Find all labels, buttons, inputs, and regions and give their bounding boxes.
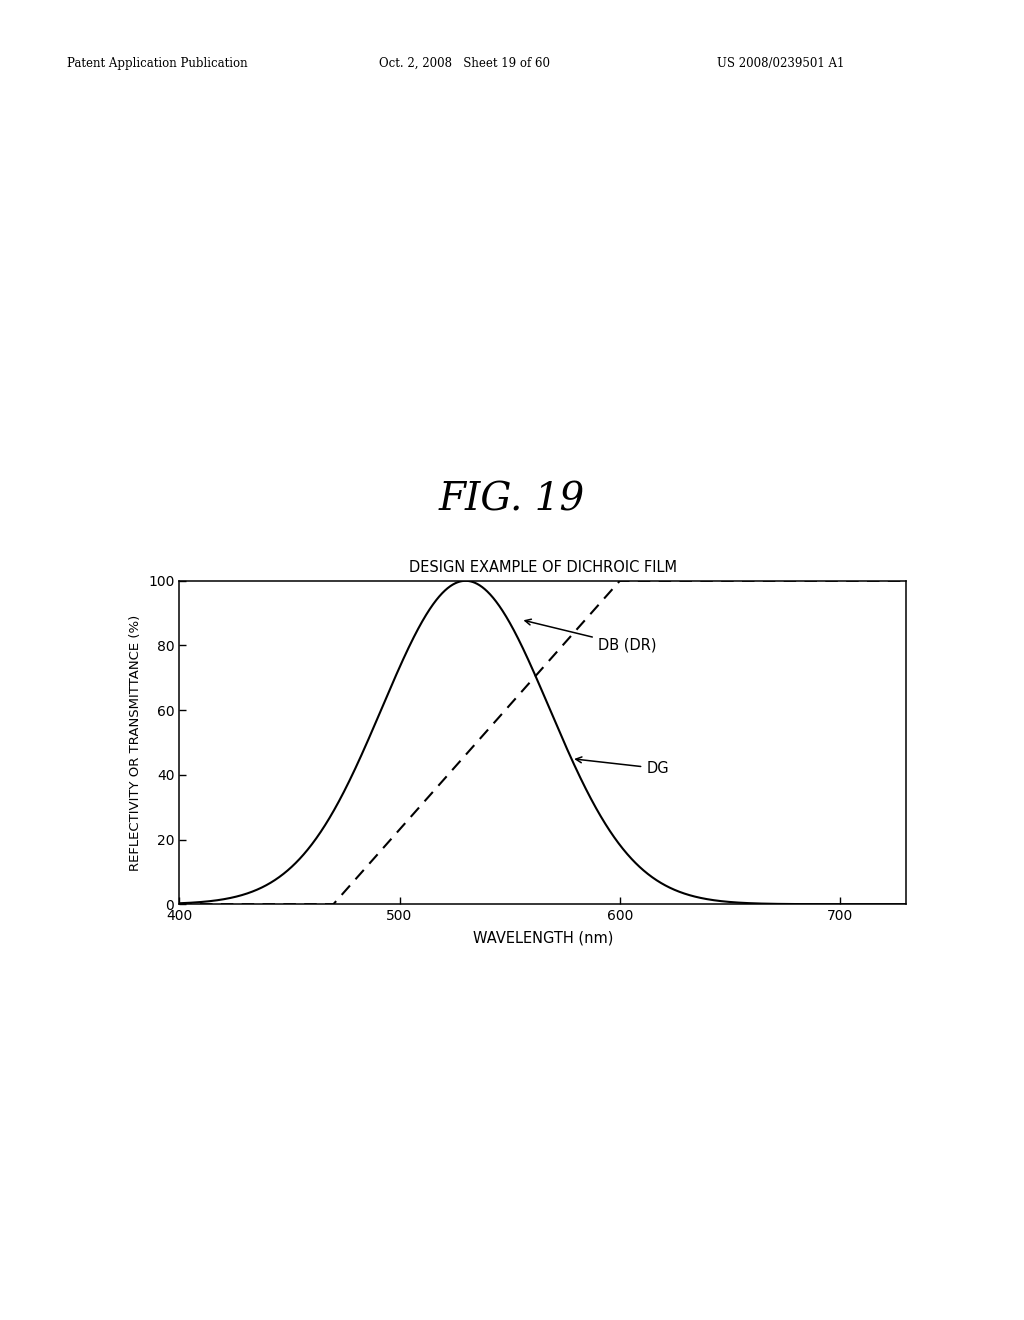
Text: Patent Application Publication: Patent Application Publication	[67, 57, 247, 70]
Title: DESIGN EXAMPLE OF DICHROIC FILM: DESIGN EXAMPLE OF DICHROIC FILM	[409, 561, 677, 576]
Text: US 2008/0239501 A1: US 2008/0239501 A1	[717, 57, 844, 70]
Y-axis label: REFLECTIVITY OR TRANSMITTANCE (%): REFLECTIVITY OR TRANSMITTANCE (%)	[129, 614, 142, 871]
Text: Oct. 2, 2008   Sheet 19 of 60: Oct. 2, 2008 Sheet 19 of 60	[379, 57, 550, 70]
Text: DG: DG	[575, 756, 669, 776]
X-axis label: WAVELENGTH (nm): WAVELENGTH (nm)	[472, 931, 613, 945]
Text: FIG. 19: FIG. 19	[439, 482, 585, 519]
Text: DB (DR): DB (DR)	[525, 619, 656, 653]
